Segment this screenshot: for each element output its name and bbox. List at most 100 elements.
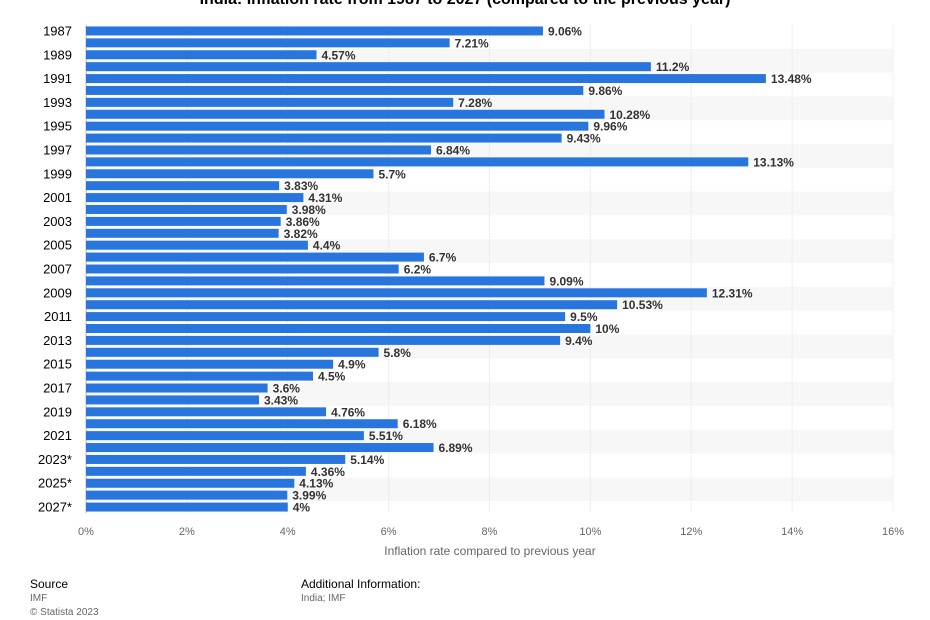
y-tick-label: 2019 [43,404,72,419]
x-tick-label: 16% [882,526,904,538]
y-tick-label: 2011 [44,309,72,324]
y-tick-label: 1995 [43,119,72,134]
x-axis-title: Inflation rate compared to previous year [384,544,595,558]
bar [86,133,562,143]
bar [86,490,288,500]
bar [86,62,651,72]
x-axis-labels: 0% 2% 4% 6% 8% 10% 12% 14% 16% [78,526,904,538]
bar [86,443,434,453]
data-label: 9.5% [570,310,598,324]
data-label: 4.5% [318,370,346,384]
y-tick-label: 2007 [43,262,72,277]
copyright: © Statista 2023 [30,607,99,618]
y-tick-label: 2025* [38,476,72,491]
bar [86,347,379,357]
bar [86,26,543,36]
bar [86,193,304,203]
y-tick-label: 2013 [43,333,72,348]
bar [86,121,589,131]
bar [86,395,260,405]
data-label: 5.14% [350,453,384,467]
y-tick-label: 2027* [38,500,72,515]
y-tick-label: 2005 [43,238,72,253]
data-label: 7.21% [455,36,489,50]
bar [86,228,279,238]
data-label: 6.7% [429,251,457,265]
bar [86,466,306,476]
bars [86,26,766,512]
bar [86,181,280,191]
data-label: 9.96% [593,120,627,134]
y-tick-label: 2023* [38,452,72,467]
bar [86,97,454,107]
bar [86,371,313,381]
data-label: 10.28% [609,108,650,122]
bar [86,74,766,84]
bar [86,312,566,322]
bar [86,335,561,345]
y-tick-label: 2021 [43,428,72,443]
source-value: IMF [30,593,48,604]
bar [86,324,591,334]
data-label: 11.2% [656,60,690,74]
data-label: 6.84% [436,143,470,157]
data-label: 5.8% [384,346,412,360]
data-label: 9.06% [548,24,582,38]
y-tick-label: 1991 [43,71,72,86]
bar [86,419,398,429]
data-label: 10% [595,322,619,336]
data-label: 6.2% [404,263,432,277]
y-tick-label: 2009 [43,285,72,300]
data-label: 6.89% [439,441,473,455]
data-label: 9.86% [588,84,622,98]
data-label: 4.57% [321,48,355,62]
data-label: 9.09% [549,274,583,288]
bar [86,169,374,179]
bar [86,359,334,369]
bar [86,502,288,512]
bar [86,145,431,155]
data-label: 3.99% [292,489,326,503]
data-label: 13.48% [771,72,812,86]
data-label: 4.9% [338,358,366,372]
y-tick-label: 2015 [43,357,72,372]
y-tick-label: 1993 [43,95,72,110]
data-label: 5.7% [378,167,406,181]
y-axis-labels: 1987 1989 1991 1993 1995 1997 1999 2001 2003 2005… [38,23,72,514]
bar [86,38,450,48]
data-label: 12.31% [712,286,753,300]
x-tick-label: 4% [280,526,296,538]
y-tick-label: 1999 [43,166,72,181]
data-label: 3.98% [292,203,326,217]
bar [86,240,308,250]
x-tick-label: 6% [381,526,397,538]
data-label: 4.36% [311,465,345,479]
x-tick-label: 10% [579,526,601,538]
x-tick-label: 0% [78,526,94,538]
bar [86,216,281,226]
bar [86,300,618,310]
bar [86,204,287,214]
data-label: 4.31% [308,191,342,205]
y-tick-label: 1987 [43,23,72,38]
data-label: 3.82% [284,227,318,241]
bar [86,288,707,298]
data-label: 3.6% [273,382,301,396]
data-label: 9.43% [567,132,601,146]
bar [86,407,327,417]
bar [86,383,268,393]
data-label: 4% [293,501,311,515]
data-label: 9.4% [565,334,593,348]
additional-info-label: Additional Information: [301,577,421,591]
data-label: 7.28% [458,96,492,110]
bar [86,50,317,60]
bar [86,85,584,95]
bar [86,276,545,286]
additional-info-value: India; IMF [301,593,346,604]
x-tick-label: 2% [179,526,195,538]
bar [86,157,749,167]
bar [86,264,399,274]
data-label: 6.18% [403,417,437,431]
bar [86,478,295,488]
